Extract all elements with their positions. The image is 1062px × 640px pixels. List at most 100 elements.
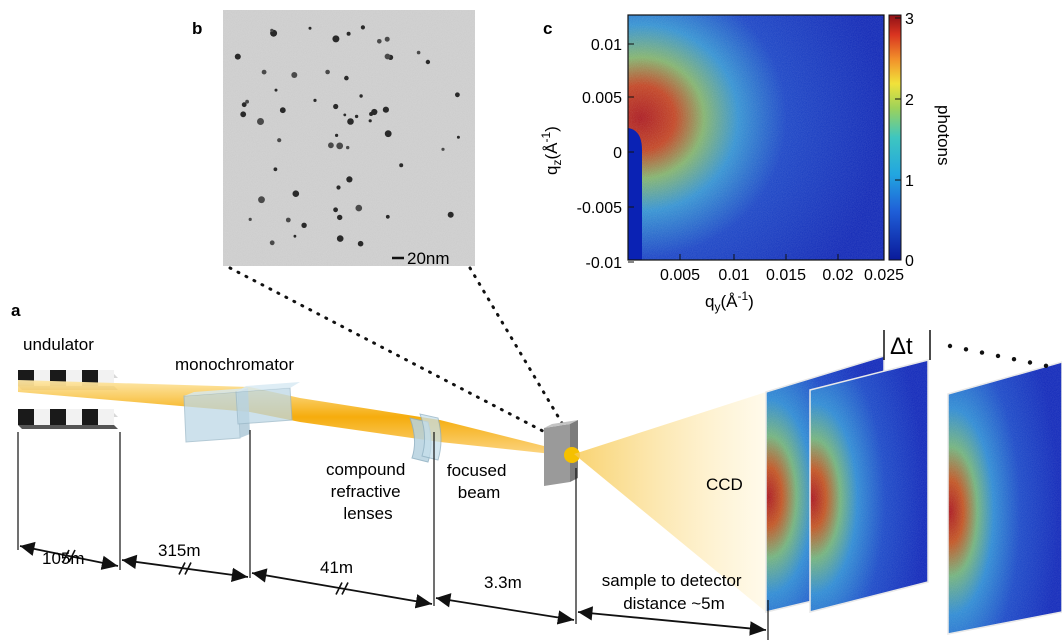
nanoparticle xyxy=(382,106,389,113)
nanoparticle xyxy=(336,185,341,190)
zoom-line-left xyxy=(228,266,562,442)
colorbar-tick-label: 3 xyxy=(905,11,914,28)
nanoparticle xyxy=(344,75,349,81)
nanoparticle xyxy=(384,53,391,60)
distance-3-3m: 3.3m xyxy=(484,573,522,592)
nanoparticle xyxy=(360,25,365,30)
nanoparticle xyxy=(416,50,421,55)
zoom-line-right xyxy=(468,266,574,442)
beamstop xyxy=(628,128,642,260)
y-tick-label: -0.01 xyxy=(586,255,623,272)
scale-bar-label: 20nm xyxy=(407,249,450,268)
colorbar-label: photons xyxy=(934,105,953,166)
nanoparticle xyxy=(241,102,247,108)
nanoparticle xyxy=(332,35,340,43)
ccd-frames xyxy=(765,354,1062,635)
nanoparticle xyxy=(371,108,378,116)
y-axis-label: qz(Å-1) xyxy=(539,126,564,175)
nanoparticle xyxy=(346,31,351,36)
nanoparticle xyxy=(355,204,363,212)
colorbar-ticks: 3 2 1 0 xyxy=(895,11,914,270)
x-tick-label: 0.02 xyxy=(822,267,853,284)
focused-beam-label: focused beam xyxy=(447,461,511,502)
nanoparticle xyxy=(245,99,250,104)
nanoparticle xyxy=(384,36,390,42)
lenses-label: compound refractive lenses xyxy=(326,460,410,523)
y-tick-label: -0.005 xyxy=(577,200,622,217)
nanoparticle xyxy=(354,114,359,119)
nanoparticle xyxy=(447,211,454,218)
colorbar-tick-label: 0 xyxy=(905,253,914,270)
x-axis-label: qy(Å-1) xyxy=(705,289,754,314)
nanoparticle xyxy=(234,53,241,60)
nanoparticle xyxy=(313,98,317,102)
colorbar-tick-label: 2 xyxy=(905,92,914,109)
ccd-label: CCD xyxy=(706,475,743,494)
sample-holder xyxy=(544,420,580,486)
y-tick-label: 0 xyxy=(613,145,622,162)
nanoparticle xyxy=(258,196,265,204)
x-tick-label: 0.005 xyxy=(660,267,700,284)
nanoparticle xyxy=(357,240,364,247)
distance-41m: 41m xyxy=(320,558,353,577)
nanoparticle xyxy=(301,222,307,228)
nanoparticle xyxy=(240,111,247,118)
nanoparticle xyxy=(336,235,344,242)
nanoparticle xyxy=(279,107,286,114)
nanoparticle xyxy=(273,167,278,172)
nanoparticle xyxy=(333,103,339,110)
delta-t-label: Δt xyxy=(890,333,913,360)
nanoparticle xyxy=(425,59,431,65)
nanoparticle xyxy=(277,138,282,143)
nanoparticle xyxy=(385,214,390,219)
nanoparticle xyxy=(441,147,445,151)
nanoparticle xyxy=(347,118,354,125)
nanoparticle xyxy=(261,69,267,75)
nanoparticle xyxy=(335,133,339,137)
nanoparticle xyxy=(274,88,278,92)
monochromator-label: monochromator xyxy=(175,355,294,374)
x-ticks: 0.005 0.01 0.015 0.02 0.025 xyxy=(660,254,904,284)
x-tick-label: 0.01 xyxy=(718,267,749,284)
nanoparticle xyxy=(325,69,330,75)
y-tick-label: 0.005 xyxy=(582,90,622,107)
panel-a-label: a xyxy=(11,301,21,320)
sample-spot xyxy=(564,447,580,463)
panel-c-label: c xyxy=(543,19,552,38)
detector-distance-label: sample to detector distance ~5m xyxy=(602,571,747,613)
distance-markers xyxy=(17,430,769,640)
nanoparticle xyxy=(336,142,344,150)
nanoparticle xyxy=(257,118,264,125)
nanoparticle xyxy=(346,176,353,183)
nanoparticle xyxy=(377,39,382,44)
distance-arrows xyxy=(19,541,767,636)
refractive-lenses xyxy=(409,413,442,463)
nanoparticle xyxy=(293,234,297,238)
y-tick-label: 0.01 xyxy=(591,37,622,54)
tem-image: 20nm xyxy=(223,10,475,268)
x-tick-label: 0.015 xyxy=(766,267,806,284)
nanoparticle xyxy=(328,142,334,149)
monochromator xyxy=(183,382,300,443)
nanoparticle xyxy=(359,94,363,98)
scattered-cone xyxy=(574,392,766,612)
nanoparticle xyxy=(292,190,300,197)
nanoparticle xyxy=(285,217,291,223)
y-ticks: 0.01 0.005 0 -0.005 -0.01 xyxy=(577,37,634,272)
nanoparticle xyxy=(456,135,460,139)
nanoparticle xyxy=(248,217,252,221)
panel-b-label: b xyxy=(192,19,202,38)
colorbar-tick-label: 1 xyxy=(905,173,914,190)
undulator xyxy=(18,370,118,429)
nanoparticle xyxy=(333,207,338,213)
colorbar xyxy=(888,14,902,261)
nanoparticle xyxy=(368,119,372,123)
x-tick-label: 0.025 xyxy=(864,267,904,284)
nanoparticle xyxy=(455,92,460,98)
nanoparticle xyxy=(308,26,312,30)
nanoparticle xyxy=(291,72,298,78)
nanoparticle xyxy=(269,240,275,246)
undulator-label: undulator xyxy=(23,335,94,354)
nanoparticle xyxy=(270,28,274,32)
